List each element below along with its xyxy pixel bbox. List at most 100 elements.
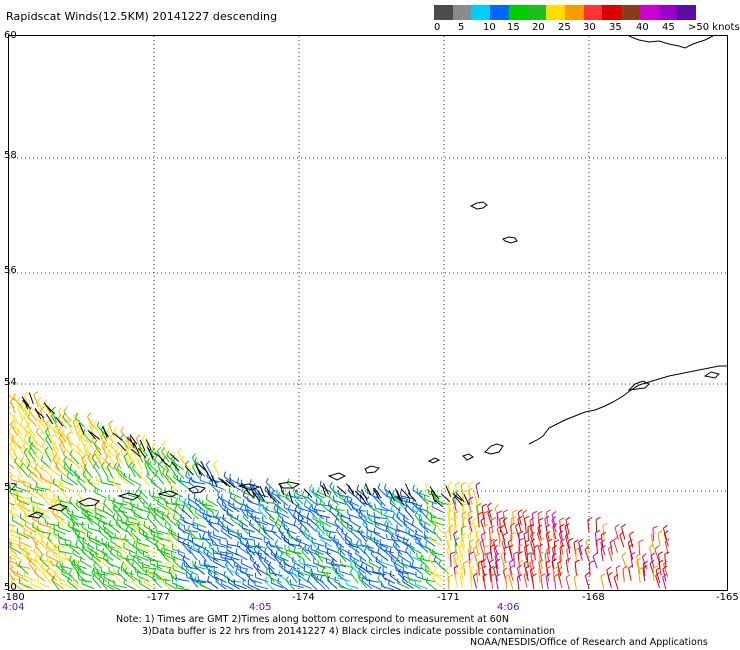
wind-barb <box>414 535 423 546</box>
wind-barb-feather <box>289 579 292 585</box>
contamination-barb <box>200 460 207 472</box>
wind-barb <box>662 576 667 590</box>
wind-barb-feather <box>245 545 250 551</box>
wind-barb-feather <box>114 448 119 453</box>
wind-barb <box>57 431 67 443</box>
wind-barb <box>212 544 226 548</box>
wind-barb-feather <box>335 505 338 511</box>
wind-barb <box>517 512 522 526</box>
wind-barb-feather <box>468 487 473 492</box>
wind-barb-feather <box>19 462 24 468</box>
wind-barb <box>240 543 253 549</box>
wind-barb-feather <box>100 432 105 438</box>
note-line-2: 3)Data buffer is 22 hrs from 20141227 4)… <box>142 626 556 637</box>
wind-barb <box>339 570 352 576</box>
wind-barb-feather <box>228 499 231 505</box>
wind-barb <box>274 556 284 568</box>
wind-barb-feather <box>157 498 159 504</box>
wind-barb-feather <box>510 531 516 536</box>
wind-barb-feather <box>553 530 558 534</box>
wind-barb-feather <box>454 510 459 514</box>
wind-barb <box>25 461 37 471</box>
wind-barb-feather <box>283 503 285 509</box>
wind-barb-feather <box>389 548 392 554</box>
wind-barb-feather <box>205 460 210 466</box>
wind-barb <box>119 538 130 548</box>
wind-barb-feather <box>448 524 454 529</box>
wind-barb <box>382 571 396 577</box>
wind-barb <box>247 509 261 514</box>
wind-barb <box>79 571 93 577</box>
wind-barb-feather <box>336 540 340 546</box>
wind-barb-feather <box>236 563 239 569</box>
wind-barb <box>167 481 178 492</box>
wind-barb-feather <box>652 525 658 529</box>
wind-barb-feather <box>269 514 272 520</box>
wind-barb <box>49 425 60 436</box>
wind-barb-feather <box>98 526 101 532</box>
wind-barb-feather <box>87 453 92 458</box>
wind-barb-feather <box>146 471 149 477</box>
wind-barb <box>197 550 207 562</box>
wind-barb-feather <box>27 412 31 418</box>
wind-barb-feather <box>164 577 167 583</box>
contamination-barb <box>89 431 100 440</box>
wind-barb-feather <box>392 540 396 546</box>
wind-barb-feather <box>242 512 246 518</box>
wind-barb <box>584 549 590 562</box>
wind-barb <box>402 580 414 590</box>
wind-barb <box>60 479 74 486</box>
wind-barb-feather <box>23 447 28 453</box>
wind-barb-feather <box>19 512 22 518</box>
wind-barb <box>200 564 214 568</box>
wind-barb-feather <box>453 564 459 569</box>
wind-barb-feather <box>249 554 253 560</box>
wind-barb <box>208 534 221 542</box>
wind-barb-feather <box>438 560 441 566</box>
wind-barb-feather <box>412 484 415 490</box>
wind-barb-feather <box>124 567 128 573</box>
wind-barb-feather <box>663 524 668 529</box>
wind-barb-feather <box>229 477 232 484</box>
wind-barb <box>247 500 261 506</box>
wind-barb-feather <box>235 548 238 554</box>
wind-barb-feather <box>103 498 107 504</box>
wind-barb <box>300 522 310 533</box>
wind-barb-feather <box>657 530 663 534</box>
wind-barb <box>207 580 219 590</box>
wind-barb-feather <box>547 538 553 542</box>
wind-map-svg <box>0 35 727 591</box>
wind-barb <box>431 506 444 514</box>
wind-barb <box>215 580 227 590</box>
coastline <box>462 453 474 461</box>
wind-barb <box>277 518 289 528</box>
wind-barb-feather <box>280 519 285 525</box>
wind-barb-feather <box>508 573 514 578</box>
wind-barb-feather <box>170 497 173 503</box>
wind-barb-feather <box>18 560 22 566</box>
wind-barb-feather <box>177 532 180 538</box>
wind-barb-feather <box>468 496 474 500</box>
contamination-barb <box>348 485 355 497</box>
wind-barb <box>652 567 655 581</box>
wind-barb <box>357 530 367 542</box>
wind-barb <box>462 492 465 506</box>
coastline <box>703 371 720 379</box>
wind-barb <box>508 576 514 590</box>
wind-barb-feather <box>339 549 342 555</box>
wind-barb <box>37 487 51 491</box>
wind-barb-feather <box>650 552 656 557</box>
wind-barb-feather <box>596 538 602 542</box>
wind-barb-feather <box>425 512 429 518</box>
wind-speed-colorbar <box>434 5 697 20</box>
wind-barb <box>475 533 480 547</box>
wind-barb-feather <box>155 469 159 475</box>
wind-barb <box>502 520 508 534</box>
wind-barb-feather <box>373 527 376 534</box>
wind-barb-feather <box>101 434 105 441</box>
wind-barb-feather <box>41 463 45 469</box>
wind-barb <box>37 400 45 413</box>
wind-barb-feather <box>107 449 112 454</box>
wind-barb <box>212 484 225 491</box>
wind-barb-feather <box>335 512 339 518</box>
